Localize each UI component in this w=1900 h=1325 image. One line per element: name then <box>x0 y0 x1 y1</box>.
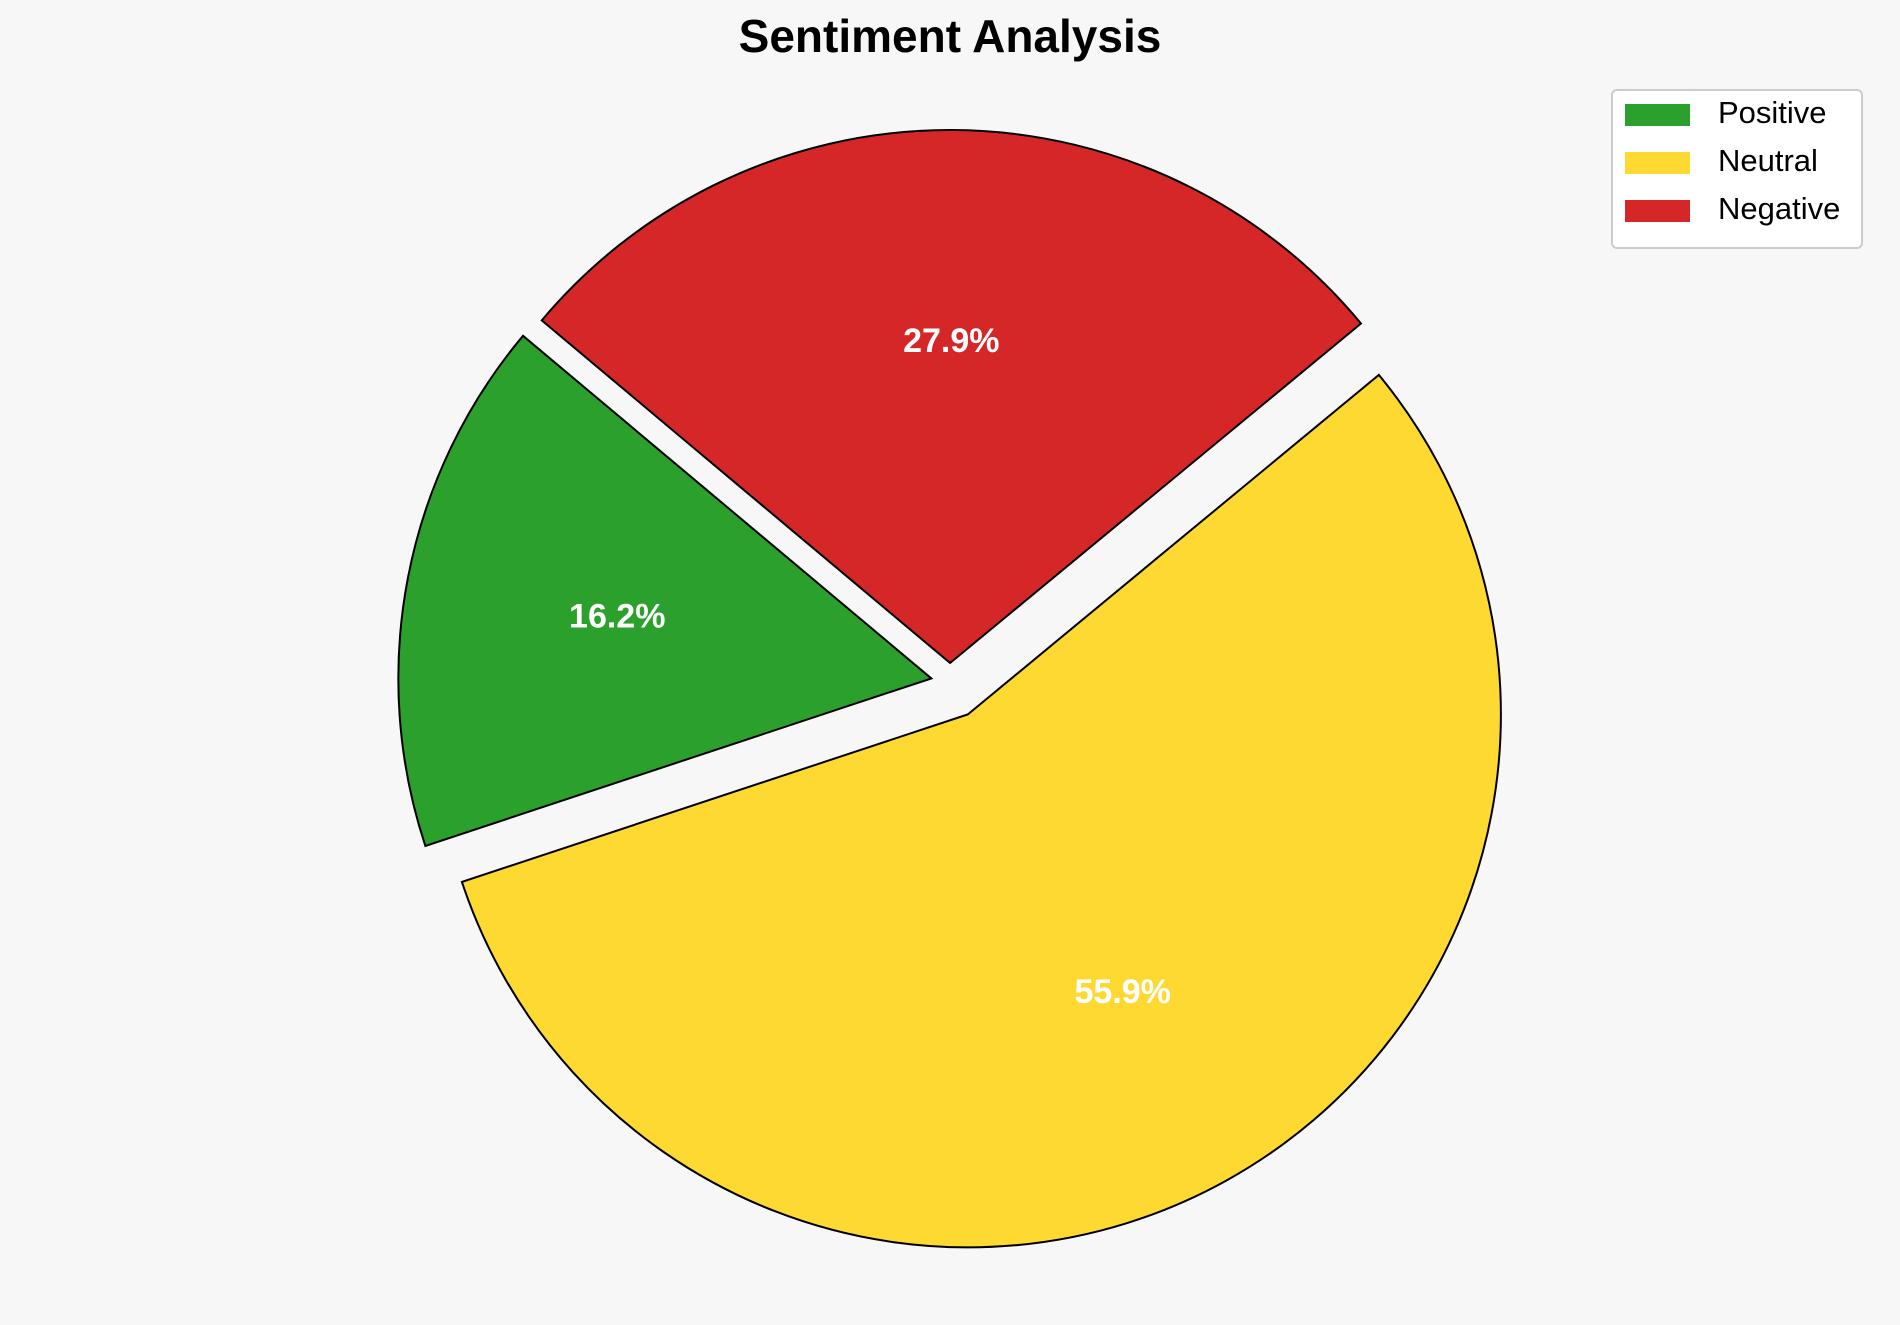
legend-label: Negative <box>1718 191 1840 226</box>
legend-label: Positive <box>1718 95 1827 130</box>
legend-label: Neutral <box>1718 143 1818 178</box>
legend-swatch <box>1625 152 1690 174</box>
legend-swatch <box>1625 104 1690 126</box>
pie-slice <box>460 373 1502 1249</box>
legend-swatch <box>1625 200 1690 222</box>
pie-slice <box>540 129 1363 665</box>
slice-label: 27.9% <box>903 322 999 360</box>
slice-label: 16.2% <box>569 597 665 635</box>
chart-title: Sentiment Analysis <box>739 10 1162 62</box>
pie-slice <box>397 334 934 848</box>
slice-label: 55.9% <box>1074 973 1170 1011</box>
